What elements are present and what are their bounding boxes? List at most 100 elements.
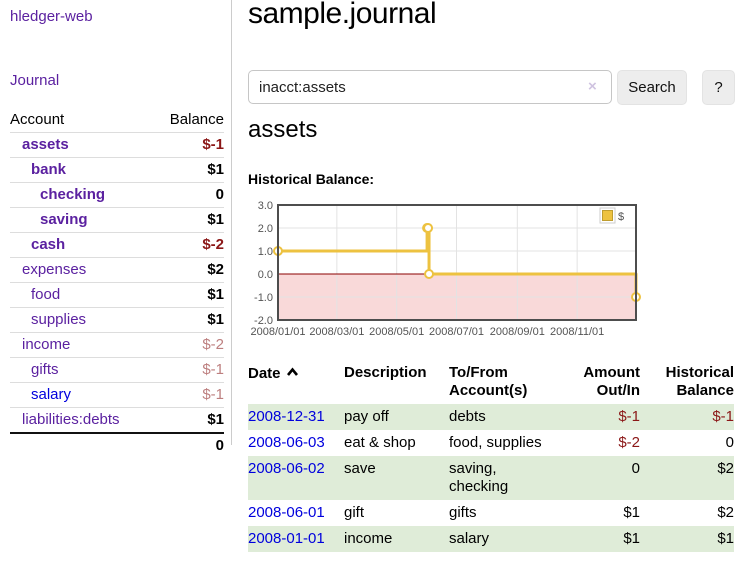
account-link[interactable]: cash [31, 236, 66, 253]
account-link[interactable]: gifts [31, 361, 59, 378]
transaction-amount: $-1 [559, 404, 640, 430]
account-balance: $1 [207, 311, 224, 328]
accounts-total-row: 0 [10, 433, 224, 458]
svg-text:0.0: 0.0 [258, 269, 273, 281]
account-link[interactable]: food [31, 286, 61, 303]
account-link[interactable]: assets [22, 136, 69, 153]
transaction-amount: $1 [623, 504, 640, 521]
account-row: assets $-1 [10, 132, 224, 158]
account-balance: $-1 [202, 386, 224, 403]
sidebar: hledger-web Journal Account Balance asse… [0, 0, 232, 454]
account-row: checking 0 [10, 182, 224, 208]
search-button[interactable]: Search [617, 70, 687, 105]
search-input[interactable] [248, 70, 612, 104]
chart-title: Historical Balance: [248, 171, 375, 187]
accounts-total-value: 0 [215, 437, 224, 454]
svg-text:2.0: 2.0 [258, 223, 273, 235]
register-header-row: Date Description To/From Account(s) Amou… [248, 362, 734, 404]
transaction-accounts: salary [449, 526, 559, 552]
transaction-accounts: gifts [449, 504, 477, 521]
account-row: liabilities:debts $1 [10, 407, 224, 434]
svg-text:2008/09/01: 2008/09/01 [490, 326, 545, 338]
register-col-description: Description [344, 364, 427, 381]
register-row: 2008-12-31 pay off debts $-1 $-1 [248, 404, 734, 430]
account-row: income $-2 [10, 332, 224, 358]
account-row: gifts $-1 [10, 357, 224, 383]
brand-link[interactable]: hledger-web [10, 8, 93, 25]
transaction-balance: $-1 [640, 404, 734, 430]
balance-chart: 3.0 2.0 1.0 0.0 -1.0 -2.0 2008/01/01 2008/03/01… [248, 196, 668, 346]
account-row: bank $1 [10, 157, 224, 183]
account-link[interactable]: liabilities:debts [22, 411, 120, 428]
svg-text:2008/11/01: 2008/11/01 [550, 326, 604, 338]
account-balance: $-2 [202, 236, 224, 253]
transaction-description: pay off [344, 404, 449, 430]
transaction-balance: $2 [717, 504, 734, 521]
account-balance: $-1 [202, 136, 224, 153]
transaction-date-link[interactable]: 2008-12-31 [248, 408, 325, 425]
account-balance: $-1 [202, 361, 224, 378]
register-body: 2008-12-31 pay off debts $-1 $-1 2008-06-03 ea… [248, 404, 734, 552]
account-row: expenses $2 [10, 257, 224, 283]
register-col-date[interactable]: Date [248, 362, 344, 404]
account-balance: 0 [215, 186, 224, 203]
accounts-col-account: Account [10, 111, 65, 128]
register-row: 2008-06-03 eat & shop food, supplies $-2 0 [248, 430, 734, 456]
account-link[interactable]: salary [31, 386, 72, 403]
account-link[interactable]: saving [40, 211, 88, 228]
chevron-up-icon [286, 364, 299, 382]
svg-text:2008/03/01: 2008/03/01 [309, 326, 364, 338]
svg-text:2008/07/01: 2008/07/01 [429, 326, 484, 338]
transaction-amount: 0 [559, 456, 640, 500]
svg-text:1.0: 1.0 [258, 246, 273, 258]
transaction-description: eat & shop [344, 434, 416, 451]
accounts-col-balance: Balance [169, 111, 224, 128]
transaction-description: gift [344, 504, 365, 521]
transaction-balance: 0 [725, 434, 734, 451]
transaction-amount: $-2 [618, 434, 640, 451]
register-col-accounts: To/From Account(s) [449, 364, 528, 399]
svg-text:2008/01/01: 2008/01/01 [250, 326, 305, 338]
account-link[interactable]: expenses [22, 261, 87, 278]
transaction-date-link[interactable]: 2008-06-02 [248, 460, 325, 477]
svg-text:-2.0: -2.0 [254, 315, 273, 327]
transaction-date-link[interactable]: 2008-06-03 [248, 434, 325, 451]
register-row: 2008-01-01 income salary $1 $1 [248, 526, 734, 552]
svg-text:2008/05/01: 2008/05/01 [369, 326, 424, 338]
account-row: cash $-2 [10, 232, 224, 258]
account-link[interactable]: bank [31, 161, 67, 178]
register-table: Date Description To/From Account(s) Amou… [248, 362, 734, 552]
svg-text:3.0: 3.0 [258, 200, 273, 212]
account-row: saving $1 [10, 207, 224, 233]
account-balance: $1 [207, 411, 224, 428]
account-heading: assets [248, 116, 318, 143]
account-link[interactable]: supplies [31, 311, 87, 328]
transaction-date-link[interactable]: 2008-01-01 [248, 530, 325, 547]
transaction-accounts: saving, checking [449, 456, 559, 500]
account-balance: $1 [207, 161, 224, 178]
transaction-date-link[interactable]: 2008-06-01 [248, 504, 325, 521]
help-button[interactable]: ? [702, 70, 735, 105]
transaction-balance: $2 [640, 456, 734, 500]
accounts-total-spacer [10, 433, 153, 458]
register-col-balance: Historical Balance [665, 364, 734, 399]
clear-search-icon[interactable]: × [588, 78, 597, 95]
svg-text:$: $ [618, 211, 624, 223]
transaction-accounts: food, supplies [449, 434, 542, 451]
account-link[interactable]: income [22, 336, 71, 353]
register-col-amount: Amount Out/In [583, 364, 640, 399]
page-title: sample.journal [248, 0, 437, 30]
register-row: 2008-06-01 gift gifts $1 $2 [248, 500, 734, 526]
accounts-table: Account Balance assets $-1 bank $1 checking 0… [10, 108, 224, 458]
sidebar-item-journal[interactable]: Journal [10, 72, 60, 89]
account-link[interactable]: checking [40, 186, 106, 203]
account-balance: $2 [207, 261, 224, 278]
account-balance: $1 [207, 286, 224, 303]
main-content: sample.journal × Search ? assets Histori… [248, 0, 742, 582]
account-row: supplies $1 [10, 307, 224, 333]
account-balance: $1 [207, 211, 224, 228]
transaction-description: income [344, 526, 449, 552]
accounts-body: assets $-1 bank $1 checking 0 saving $1 cash $-2 e… [10, 132, 224, 434]
transaction-description: save [344, 456, 449, 500]
